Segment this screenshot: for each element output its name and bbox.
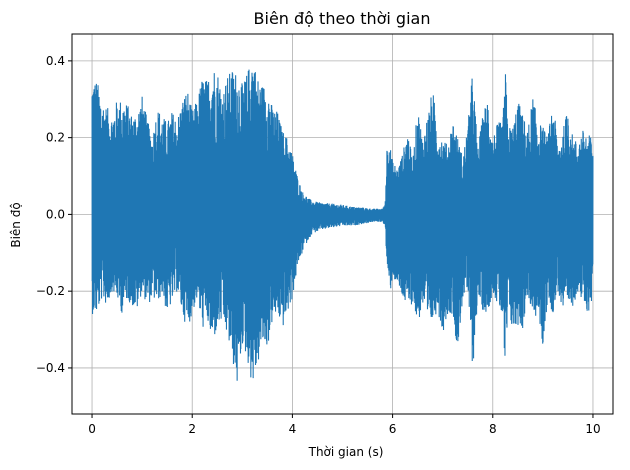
y-tick-label: −0.2 xyxy=(36,284,65,298)
x-tick-label: 2 xyxy=(188,422,196,436)
y-tick-label: 0.2 xyxy=(46,131,65,145)
y-tick-label: 0.0 xyxy=(46,207,65,221)
plot-area xyxy=(91,69,594,381)
x-axis: 0 2 4 6 8 10 xyxy=(88,414,601,436)
y-axis-label: Biên độ xyxy=(9,202,23,247)
x-tick-label: 8 xyxy=(489,422,497,436)
waveform-line xyxy=(91,69,594,381)
y-tick-label: −0.4 xyxy=(36,361,65,375)
x-tick-label: 6 xyxy=(389,422,397,436)
y-axis: −0.4 −0.2 0.0 0.2 0.4 xyxy=(36,54,72,375)
x-tick-label: 0 xyxy=(88,422,96,436)
x-tick-label: 4 xyxy=(289,422,297,436)
y-tick-label: 0.4 xyxy=(46,54,65,68)
x-axis-label: Thời gian (s) xyxy=(308,445,384,459)
axes-frame xyxy=(71,33,614,415)
x-tick-label: 10 xyxy=(585,422,600,436)
chart-title: Biên độ theo thời gian xyxy=(254,9,431,28)
